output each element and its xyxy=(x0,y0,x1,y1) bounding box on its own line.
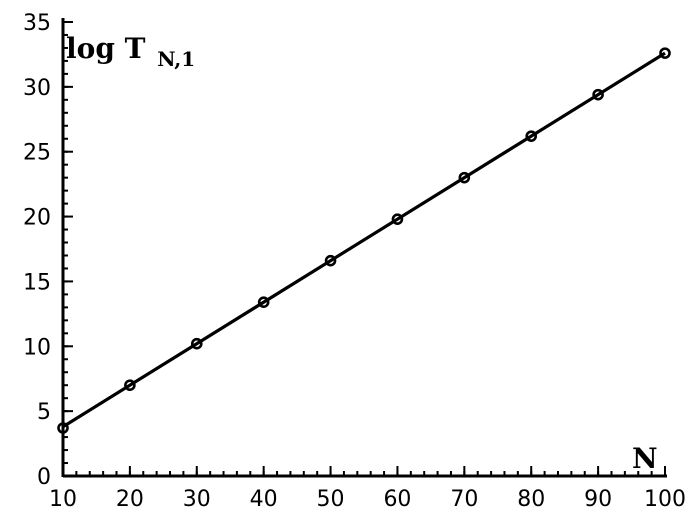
data-point xyxy=(257,296,270,308)
y-tick-label: 35 xyxy=(23,11,51,36)
y-tick-label: 5 xyxy=(37,400,51,425)
x-tick-label: 90 xyxy=(584,487,612,512)
x-tick-label: 20 xyxy=(116,487,144,512)
y-tick-label: 25 xyxy=(23,141,51,166)
x-tick-label: 80 xyxy=(517,487,545,512)
data-point xyxy=(190,337,203,350)
y-axis-label-main: log T xyxy=(66,32,146,65)
data-point xyxy=(57,422,69,434)
axes xyxy=(61,18,667,478)
data-point xyxy=(324,254,337,267)
x-tick-label: 40 xyxy=(250,487,278,512)
x-tick-label: 70 xyxy=(450,487,478,512)
data-point xyxy=(659,47,671,59)
data-point xyxy=(458,171,471,184)
y-tick-label: 20 xyxy=(23,206,51,231)
x-tick-label: 30 xyxy=(183,487,211,512)
y-tick-label: 0 xyxy=(37,465,51,490)
plot-area xyxy=(57,47,671,434)
x-tick-label: 50 xyxy=(317,487,345,512)
x-tick-label: 10 xyxy=(49,487,77,512)
x-tick-label: 60 xyxy=(383,487,411,512)
tick-labels: 10 20 30 40 50 60 70 80 90 100 0 5 10 15 20 25 30 35 xyxy=(23,11,686,512)
data-point xyxy=(124,379,136,392)
y-axis-label-subscript: N,1 xyxy=(157,47,195,71)
data-point xyxy=(391,213,404,225)
y-axis-label: log T N,1 xyxy=(66,32,195,71)
y-tick-label: 15 xyxy=(23,270,51,295)
y-tick-label: 30 xyxy=(23,76,51,101)
x-tick-label: 100 xyxy=(644,487,686,512)
series-line xyxy=(62,51,666,429)
y-tick-label: 10 xyxy=(23,335,51,360)
ticks xyxy=(62,21,666,477)
data-point xyxy=(592,88,604,101)
x-axis-label: N xyxy=(632,442,658,475)
data-point xyxy=(525,130,538,142)
